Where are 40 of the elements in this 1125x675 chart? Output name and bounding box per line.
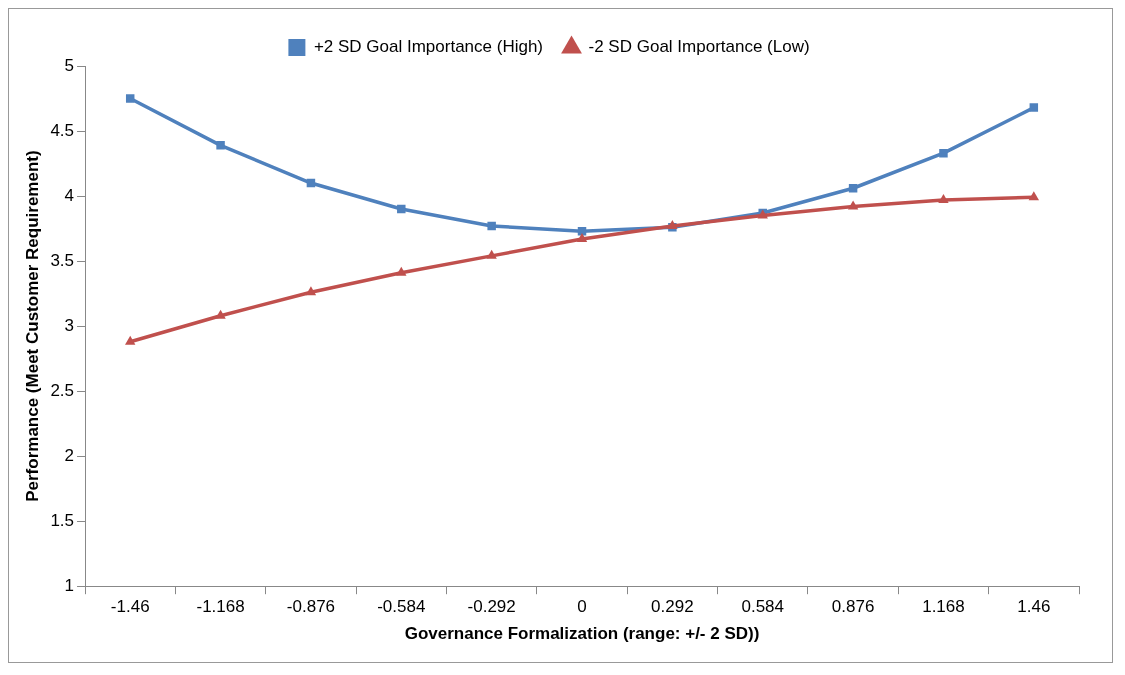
point bbox=[486, 249, 497, 259]
point bbox=[938, 193, 949, 203]
x-tick-label: -0.876 bbox=[286, 597, 336, 617]
point bbox=[576, 232, 588, 242]
y-tick-label: 1 bbox=[64, 575, 75, 595]
y-tick-label: 3.5 bbox=[50, 250, 75, 270]
y-tick-label: 3 bbox=[64, 315, 75, 335]
x-tick-label: 0 bbox=[577, 597, 587, 617]
x-tick-label: -1.46 bbox=[110, 597, 150, 617]
x-tick-label: 0.876 bbox=[831, 597, 875, 617]
x-tick-label: 0.584 bbox=[741, 597, 785, 617]
x-tick-label: 0.292 bbox=[651, 597, 694, 617]
y-axis-title: Performance (Meet Customer Requirement) bbox=[22, 150, 42, 502]
y-tick-label: 4 bbox=[64, 185, 75, 205]
x-tick-label: -1.168 bbox=[196, 597, 245, 617]
point bbox=[396, 266, 407, 276]
x-tick-label: 1.168 bbox=[922, 597, 965, 617]
point bbox=[305, 286, 317, 296]
point bbox=[397, 204, 406, 214]
y-tick-label: 4.5 bbox=[50, 120, 75, 140]
point bbox=[216, 141, 225, 150]
x-tick-label: 1.46 bbox=[1017, 597, 1051, 617]
point bbox=[1028, 191, 1040, 201]
x-tick-label: -0.584 bbox=[377, 597, 426, 617]
legend-label: +2 SD Goal Importance (High) bbox=[313, 37, 544, 57]
y-tick-label: 5 bbox=[64, 55, 75, 75]
point bbox=[1029, 103, 1039, 112]
point bbox=[667, 219, 678, 229]
y-tick-label: 2.5 bbox=[50, 380, 75, 400]
y-tick-label: 2 bbox=[64, 445, 75, 465]
legend-label: -2 SD Goal Importance (Low) bbox=[588, 37, 810, 57]
point bbox=[125, 335, 136, 345]
y-tick-label: 1.5 bbox=[50, 510, 75, 530]
point bbox=[215, 309, 226, 319]
point bbox=[847, 200, 859, 210]
point bbox=[487, 221, 496, 231]
x-tick-label: -0.292 bbox=[467, 597, 516, 617]
x-axis-title: Governance Formalization (range: +/- 2 SD)) bbox=[404, 624, 760, 644]
point bbox=[125, 94, 135, 103]
point bbox=[939, 148, 948, 158]
